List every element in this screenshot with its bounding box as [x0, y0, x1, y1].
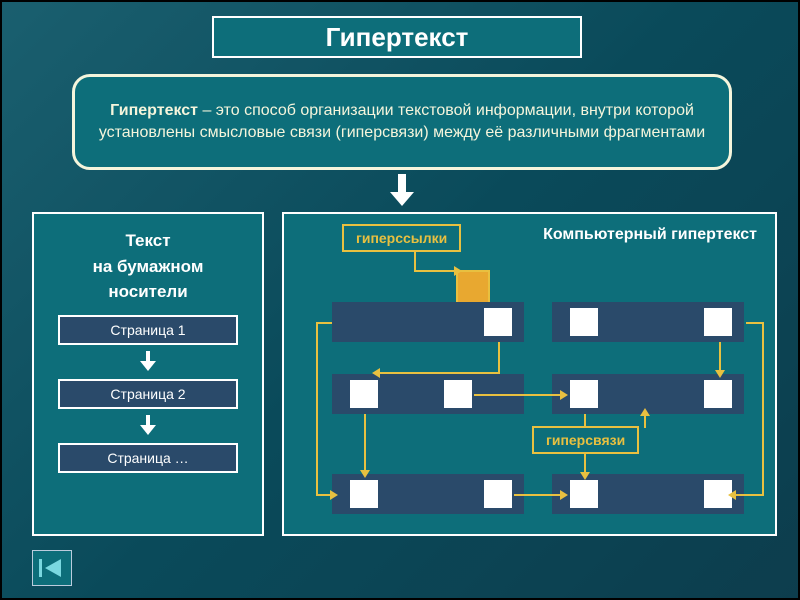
connector-line: [498, 342, 500, 374]
paper-header-line2: на бумажном: [40, 254, 256, 280]
hyperlinks-label: гиперссылки: [342, 224, 461, 252]
definition-term: Гипертекст: [110, 102, 198, 119]
connector-line: [719, 342, 721, 370]
link-square: [350, 480, 378, 508]
connector-line: [762, 322, 764, 494]
paper-header-line1: Текст: [40, 228, 256, 254]
computer-hypertext-title: Компьютерный гипертекст: [543, 226, 757, 244]
link-square: [704, 380, 732, 408]
page-block: [552, 474, 744, 514]
link-square: [350, 380, 378, 408]
connector-line: [414, 270, 454, 272]
connector-line: [364, 414, 366, 470]
page-block: [552, 302, 744, 342]
link-square: [570, 308, 598, 336]
connector-line: [644, 416, 646, 428]
page-box: Страница …: [58, 443, 238, 473]
connector-line: [316, 322, 318, 494]
hyperconnections-label: гиперсвязи: [532, 426, 639, 454]
connector-line: [316, 322, 332, 324]
paper-header-line3: носители: [40, 279, 256, 305]
connector-line: [316, 494, 330, 496]
page-box: Страница 1: [58, 315, 238, 345]
page-block: [332, 474, 524, 514]
page-box: Страница 2: [58, 379, 238, 409]
connector-line: [514, 494, 560, 496]
main-title-box: Гипертекст: [212, 16, 582, 58]
main-title: Гипертекст: [326, 22, 469, 53]
paper-text-header: Текст на бумажном носители: [34, 214, 262, 315]
link-square: [704, 308, 732, 336]
link-square: [570, 480, 598, 508]
rewind-start-icon: [39, 557, 65, 579]
connector-line: [380, 372, 500, 374]
link-square: [570, 380, 598, 408]
definition-box: Гипертекст – это способ организации текс…: [72, 74, 732, 170]
connector-line: [736, 494, 764, 496]
page-block: [332, 302, 524, 342]
back-button[interactable]: [32, 550, 72, 586]
link-square: [484, 480, 512, 508]
computer-hypertext-panel: Компьютерный гипертекст гиперссылки гипе…: [282, 212, 777, 536]
paper-text-panel: Текст на бумажном носители Страница 1 Ст…: [32, 212, 264, 536]
definition-text: Гипертекст – это способ организации текс…: [93, 100, 711, 145]
connector-line: [474, 394, 560, 396]
connector-line: [414, 250, 416, 270]
connector-line: [584, 414, 586, 428]
link-square: [444, 380, 472, 408]
connector-line: [584, 452, 586, 472]
connector-line: [746, 322, 762, 324]
link-square: [484, 308, 512, 336]
